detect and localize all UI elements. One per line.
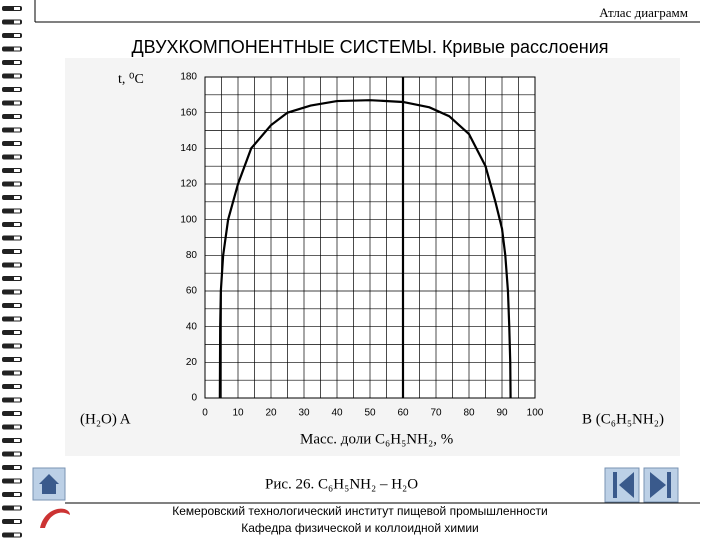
binding-hole xyxy=(14,34,20,37)
home-icon xyxy=(39,474,59,494)
binding-hole xyxy=(14,223,20,226)
x-tick-label: 40 xyxy=(331,408,343,419)
binding-hole xyxy=(14,155,20,159)
y-tick-label: 60 xyxy=(186,286,198,297)
binding-hole xyxy=(14,277,20,280)
binding-hole xyxy=(14,358,20,361)
y-tick-label: 180 xyxy=(180,72,197,83)
binding-hole xyxy=(14,290,20,294)
binding-hole xyxy=(14,88,20,91)
x-tick-label: 20 xyxy=(265,408,277,419)
x-tick-label: 0 xyxy=(202,408,208,419)
binding-hole xyxy=(14,250,20,253)
binding-hole xyxy=(14,425,20,429)
y-tick-label: 80 xyxy=(186,250,198,261)
atlas-label: Атлас диаграмм xyxy=(599,5,688,20)
x-tick-label: 30 xyxy=(298,408,310,419)
binding-hole xyxy=(14,169,20,172)
y-axis-label: t, ⁰С xyxy=(118,72,144,87)
binding-hole xyxy=(14,493,20,496)
x-tick-label: 70 xyxy=(430,408,442,419)
binding-hole xyxy=(14,209,20,213)
next-icon xyxy=(650,472,671,498)
binding-hole xyxy=(14,47,20,51)
right-component: B (C₆H₅NH₂) xyxy=(582,411,664,427)
binding-hole xyxy=(14,317,20,321)
binding-hole xyxy=(14,74,20,78)
footer-line: Кафедра физической и коллоидной химии xyxy=(241,521,478,535)
y-tick-label: 100 xyxy=(180,214,197,225)
x-axis-label: Масс. доли C₆H₅NH₂, % xyxy=(300,431,453,447)
x-tick-label: 80 xyxy=(463,408,475,419)
binding-hole xyxy=(14,479,20,483)
binding-hole xyxy=(14,466,20,469)
binding-hole xyxy=(14,61,20,64)
footer-line: Кемеровский технологический институт пищ… xyxy=(172,504,548,518)
y-tick-label: 20 xyxy=(186,357,198,368)
left-component: (H₂O) A xyxy=(80,411,131,427)
binding-hole xyxy=(14,128,20,132)
binding-hole xyxy=(14,7,20,10)
x-tick-label: 50 xyxy=(364,408,376,419)
binding-hole xyxy=(14,196,20,199)
x-tick-label: 90 xyxy=(496,408,508,419)
binding-hole xyxy=(14,520,20,523)
logo xyxy=(40,508,70,528)
x-tick-label: 10 xyxy=(232,408,244,419)
y-tick-label: 120 xyxy=(180,179,197,190)
binding-hole xyxy=(14,385,20,388)
binding-hole xyxy=(14,101,20,105)
prev-icon xyxy=(613,472,634,498)
y-tick-label: 160 xyxy=(180,107,197,118)
binding-hole xyxy=(14,452,20,456)
caption: Рис. 26. C₆H₅NH₂ – H₂O xyxy=(265,476,418,492)
binding-hole xyxy=(14,115,20,118)
x-tick-label: 60 xyxy=(397,408,409,419)
binding-hole xyxy=(14,304,20,307)
x-tick-label: 100 xyxy=(527,408,544,419)
binding-hole xyxy=(14,142,20,145)
binding-hole xyxy=(14,344,20,348)
binding-hole xyxy=(14,20,20,24)
binding-hole xyxy=(14,263,20,267)
binding-hole xyxy=(14,533,20,537)
y-tick-label: 0 xyxy=(191,393,197,404)
binding-hole xyxy=(14,236,20,240)
slide-title: ДВУХКОМПОНЕНТНЫЕ СИСТЕМЫ. Кривые расслое… xyxy=(131,37,608,57)
spiral-binding xyxy=(2,6,22,538)
binding-hole xyxy=(14,412,20,415)
curve xyxy=(218,99,512,399)
chart: 0 10 20 30 40 50 60 70 80 90 100 0 20 40 60 80 100 120 140… xyxy=(80,72,664,448)
y-tick-label: 140 xyxy=(180,143,197,154)
binding-hole xyxy=(14,371,20,375)
binding-hole xyxy=(14,398,20,402)
binding-hole xyxy=(14,439,20,442)
binding-hole xyxy=(14,331,20,334)
binding-hole xyxy=(14,182,20,186)
y-tick-label: 40 xyxy=(186,321,198,332)
binding-hole xyxy=(14,506,20,510)
